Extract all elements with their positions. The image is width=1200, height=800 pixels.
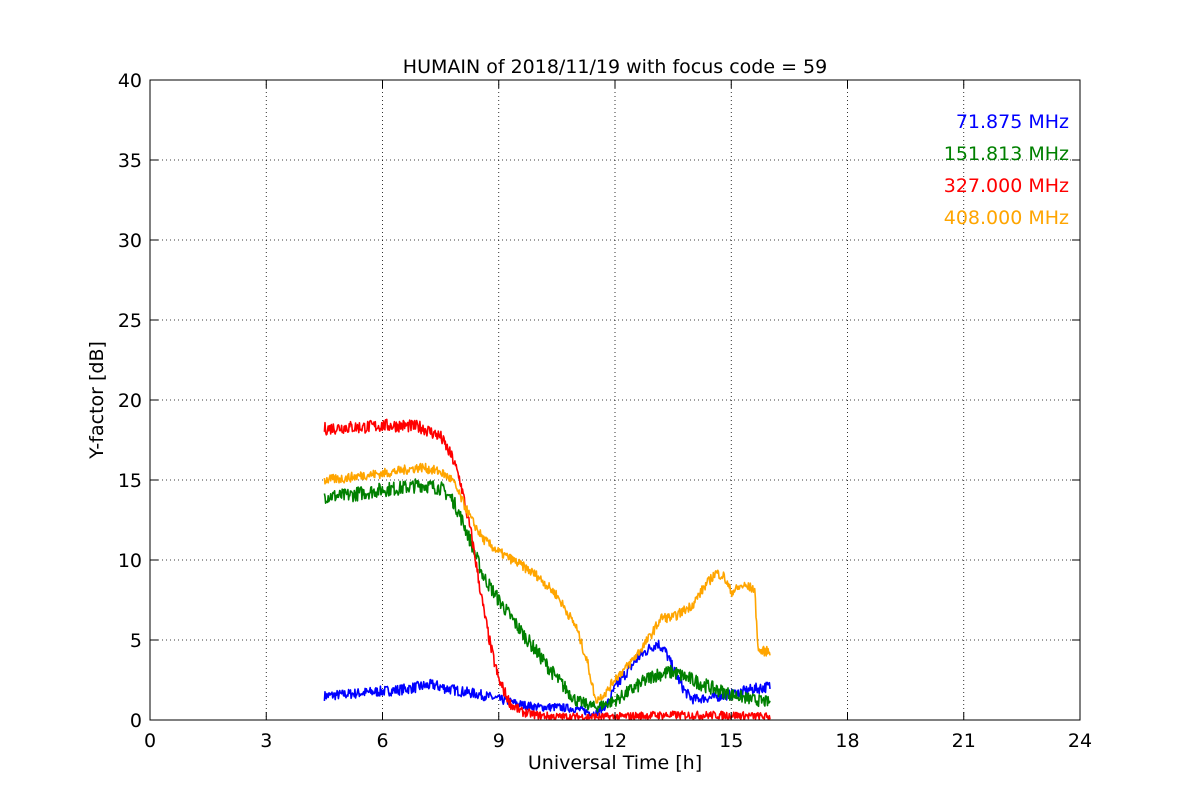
x-tick-label: 24 — [1068, 730, 1092, 752]
y-tick-label: 25 — [118, 310, 142, 332]
x-axis-label: Universal Time [h] — [528, 752, 702, 774]
series-line-4 — [323, 462, 771, 704]
x-tick-label: 0 — [144, 730, 156, 752]
legend: 71.875 MHz 151.813 MHz 327.000 MHz 408.000 … — [944, 111, 1069, 229]
x-tick-label: 9 — [493, 730, 505, 752]
x-tick-label: 21 — [952, 730, 976, 752]
x-tick-label: 6 — [376, 730, 388, 752]
legend-entry-3: 327.000 MHz — [944, 175, 1069, 197]
series-line-2 — [323, 478, 771, 713]
series-line-1 — [323, 639, 771, 719]
y-axis-label: Y-factor [dB] — [86, 341, 108, 460]
y-tick-label: 20 — [118, 390, 142, 412]
legend-entry-1: 71.875 MHz — [956, 111, 1069, 133]
y-tick-label: 10 — [118, 550, 142, 572]
x-tick-label: 18 — [835, 730, 859, 752]
y-tick-label: 5 — [130, 630, 142, 652]
y-tick-label: 15 — [118, 470, 142, 492]
x-tick-label: 3 — [260, 730, 272, 752]
chart-title: HUMAIN of 2018/11/19 with focus code = 5… — [403, 56, 827, 78]
y-tick-label: 0 — [130, 710, 142, 732]
x-tick-label: 15 — [719, 730, 743, 752]
y-tick-label: 40 — [118, 70, 142, 92]
series-line-3 — [323, 418, 771, 721]
legend-entry-4: 408.000 MHz — [944, 207, 1069, 229]
grid — [150, 80, 1080, 720]
series-layer — [323, 418, 771, 721]
legend-entry-2: 151.813 MHz — [944, 143, 1069, 165]
y-tick-label: 35 — [118, 150, 142, 172]
axis-ticks: 0 3 6 9 12 15 18 21 24 0 5 10 15 20 25 30 35 40 — [118, 70, 1092, 752]
x-tick-label: 12 — [603, 730, 627, 752]
y-tick-label: 30 — [118, 230, 142, 252]
